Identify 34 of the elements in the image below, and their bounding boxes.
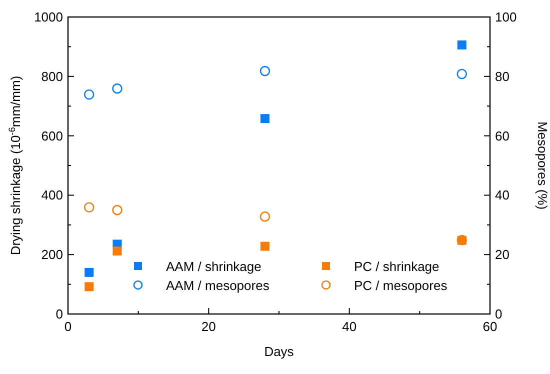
point — [84, 268, 94, 277]
x-axis-title: Days — [264, 344, 294, 359]
y-tick-label: 600 — [41, 128, 63, 144]
y2-tick-label: 60 — [495, 128, 510, 144]
y2-tick-label: 100 — [495, 10, 517, 24]
x-tick-label: 60 — [482, 319, 498, 334]
point — [260, 114, 270, 124]
point — [112, 204, 122, 216]
point — [260, 211, 270, 222]
y2-tick-label: 0 — [495, 306, 502, 322]
point — [112, 246, 122, 256]
y2-tick-label: 20 — [495, 247, 510, 262]
legend-label: PC / mesopores — [354, 278, 448, 293]
point — [456, 68, 468, 80]
x-tick-label: 40 — [342, 319, 357, 334]
y2-tick-label: 80 — [495, 68, 510, 84]
y-tick-label: 800 — [41, 68, 63, 84]
point — [112, 83, 122, 94]
point — [457, 40, 466, 50]
point — [84, 202, 94, 213]
point — [260, 66, 270, 76]
legend-label: AAM / mesopores — [166, 278, 270, 293]
y-tick-label: 200 — [41, 247, 63, 262]
legend-label: AAM / shrinkage — [166, 259, 262, 274]
legend-label: PC / shrinkage — [354, 259, 440, 274]
y-tick-label: 400 — [41, 188, 63, 203]
x-tick-label: 20 — [201, 319, 216, 334]
point — [260, 242, 270, 251]
point — [84, 89, 94, 100]
point — [84, 282, 94, 292]
y2-tick-label: 40 — [495, 188, 510, 203]
y-tick-label: 0 — [56, 306, 63, 322]
y2-axis-title: Mesopores (%) — [535, 121, 550, 210]
y-tick-label: 1000 — [34, 10, 63, 24]
